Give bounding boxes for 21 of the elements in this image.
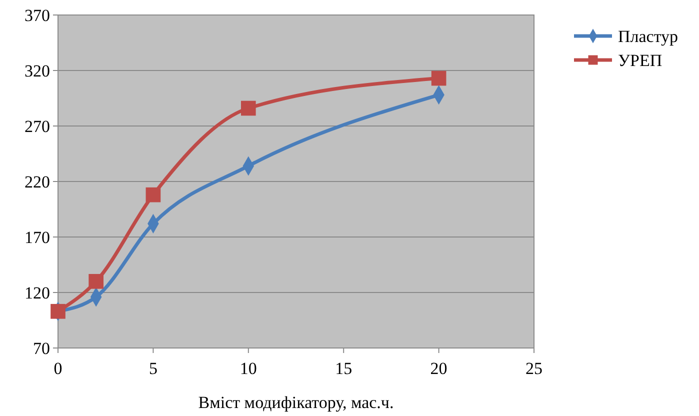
x-tick-label: 0 — [54, 359, 62, 378]
y-tick-label: 70 — [33, 338, 50, 358]
x-tick-label: 15 — [335, 359, 352, 378]
point — [240, 100, 256, 116]
y-tick-label: 270 — [24, 116, 50, 136]
y-tick-label: 220 — [24, 172, 50, 192]
y-tick-label: 320 — [24, 61, 50, 80]
legend-label: Пластур — [618, 26, 678, 46]
y-tick-label: 370 — [24, 6, 50, 25]
y-tick-label: 120 — [24, 283, 50, 302]
point — [431, 70, 446, 86]
x-tick-label: 20 — [430, 359, 448, 378]
point — [50, 304, 66, 319]
x-tick-label: 25 — [526, 359, 542, 378]
x-tick-label: 10 — [240, 359, 257, 378]
x-tick-label: 5 — [148, 359, 158, 378]
x-axis-title: Вміст модифікатору, мас.ч. — [198, 393, 394, 412]
point — [88, 274, 104, 289]
y-tick-label: 170 — [24, 228, 50, 247]
legend-label: УРЕП — [618, 50, 662, 70]
point — [146, 187, 161, 202]
